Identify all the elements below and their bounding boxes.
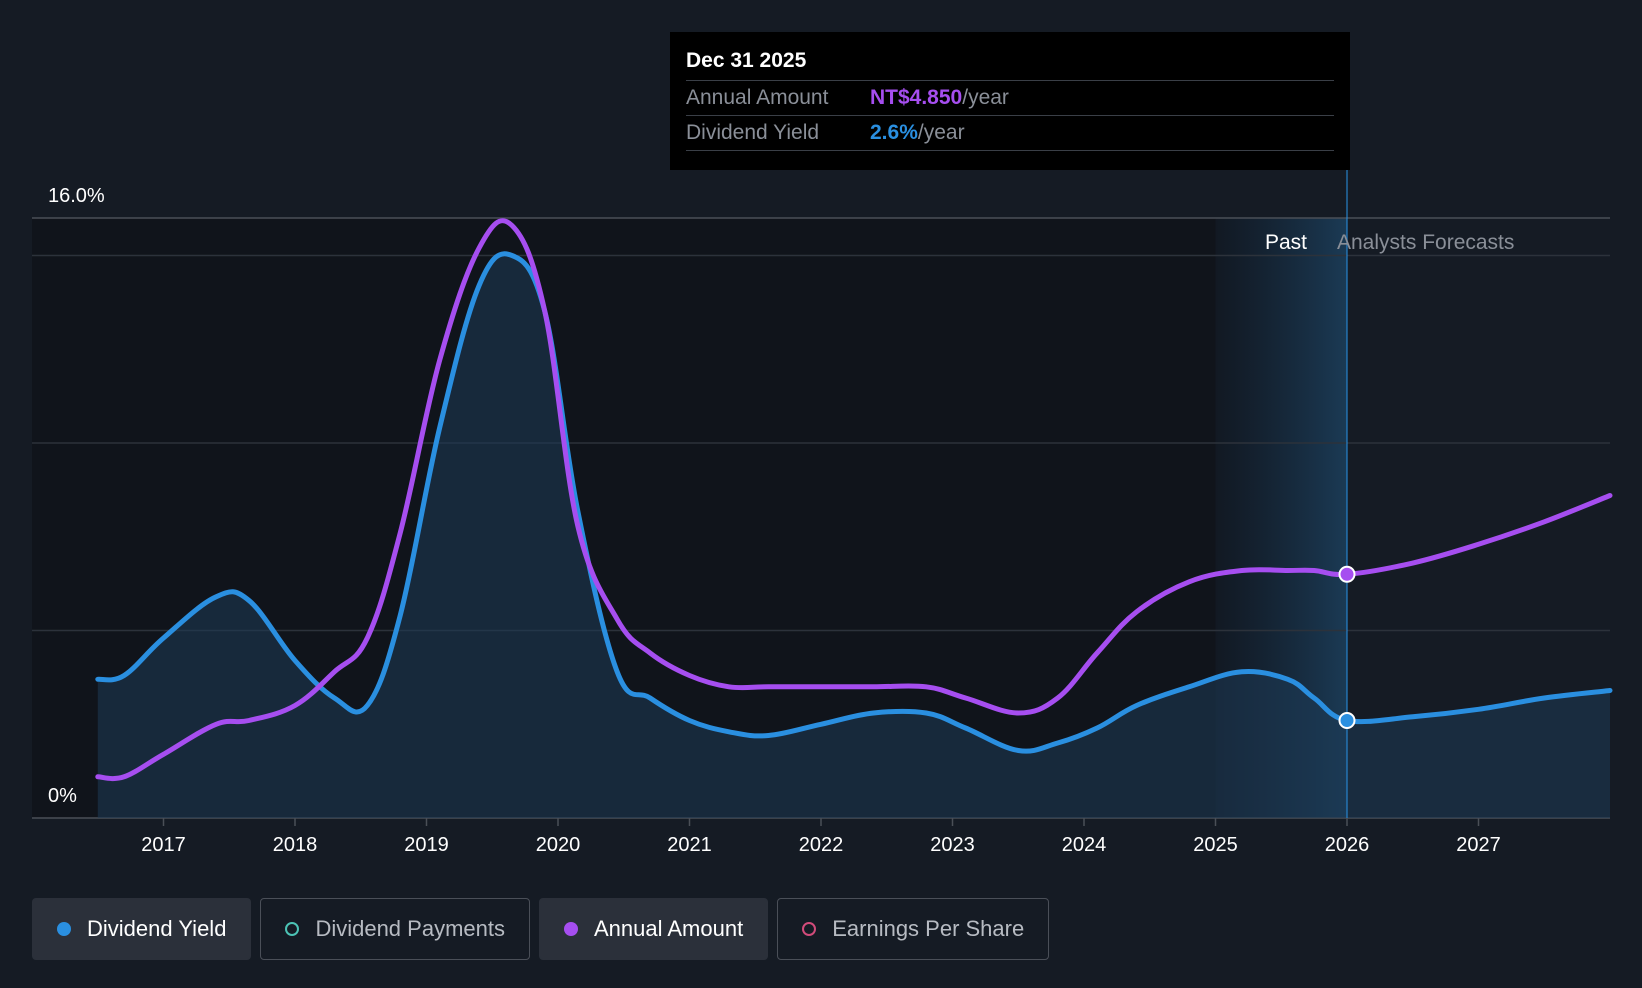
past-label: Past [1265, 231, 1307, 254]
hover-tooltip: Dec 31 2025 Annual Amount NT$4.850 /year… [670, 32, 1350, 170]
x-axis-ticks: 2017 2018 2019 2020 2021 2022 2023 2024 2025 2026… [141, 818, 1501, 856]
x-tick-label: 2019 [404, 834, 449, 856]
x-tick-label: 2024 [1062, 834, 1107, 856]
tooltip-suffix: /year [962, 86, 1009, 109]
tooltip-label: Annual Amount [686, 86, 829, 109]
legend-label: Annual Amount [593, 916, 744, 941]
legend-dividend-yield[interactable]: Dividend Yield [32, 898, 252, 960]
legend-label: Dividend Payments [315, 916, 505, 941]
y-axis-bottom-label: 0% [48, 785, 77, 807]
legend-label: Earnings Per Share [832, 916, 1025, 941]
legend-dot-icon [285, 922, 300, 936]
legend-annual-amount[interactable]: Annual Amount [538, 898, 769, 960]
x-tick-label: 2027 [1456, 834, 1501, 856]
x-tick-label: 2018 [273, 834, 318, 856]
tooltip-row-annual-amount: Annual Amount NT$4.850 /year [686, 80, 1334, 115]
tooltip-value: 2.6% [870, 121, 918, 144]
legend-dividend-payments[interactable]: Dividend Payments [260, 898, 530, 960]
legend-dot-icon [802, 922, 817, 936]
dividend-yield-line [95, 251, 1613, 754]
analysts-forecasts-label: Analysts Forecasts [1337, 231, 1514, 254]
x-tick-label: 2017 [141, 834, 186, 856]
x-tick-label: 2026 [1325, 834, 1370, 856]
tooltip-date: Dec 31 2025 [686, 49, 807, 72]
x-tick-label: 2020 [536, 834, 581, 856]
tooltip-row-dividend-yield: Dividend Yield 2.6% /year [686, 115, 1334, 151]
x-tick-label: 2025 [1193, 834, 1238, 856]
x-tick-label: 2023 [930, 834, 975, 856]
dividend-yield-area [97, 253, 1610, 818]
annual-amount-marker[interactable] [1338, 565, 1356, 583]
dividend-yield-marker[interactable] [1338, 712, 1356, 729]
x-tick-label: 2022 [799, 834, 844, 856]
legend-dot-icon [57, 922, 71, 936]
legend-dot-icon [563, 922, 578, 936]
legend-earnings-per-share[interactable]: Earnings Per Share [777, 898, 1050, 960]
tooltip-value: NT$4.850 [870, 86, 963, 109]
tooltip-label: Dividend Yield [686, 121, 820, 144]
tooltip-suffix: /year [917, 121, 965, 144]
annual-amount-line [95, 218, 1613, 782]
chart-legend: Dividend Yield Dividend Payments Annual … [32, 898, 1050, 960]
x-tick-label: 2021 [667, 834, 712, 856]
y-axis-top-label: 16.0% [48, 185, 105, 207]
legend-label: Dividend Yield [87, 916, 227, 941]
